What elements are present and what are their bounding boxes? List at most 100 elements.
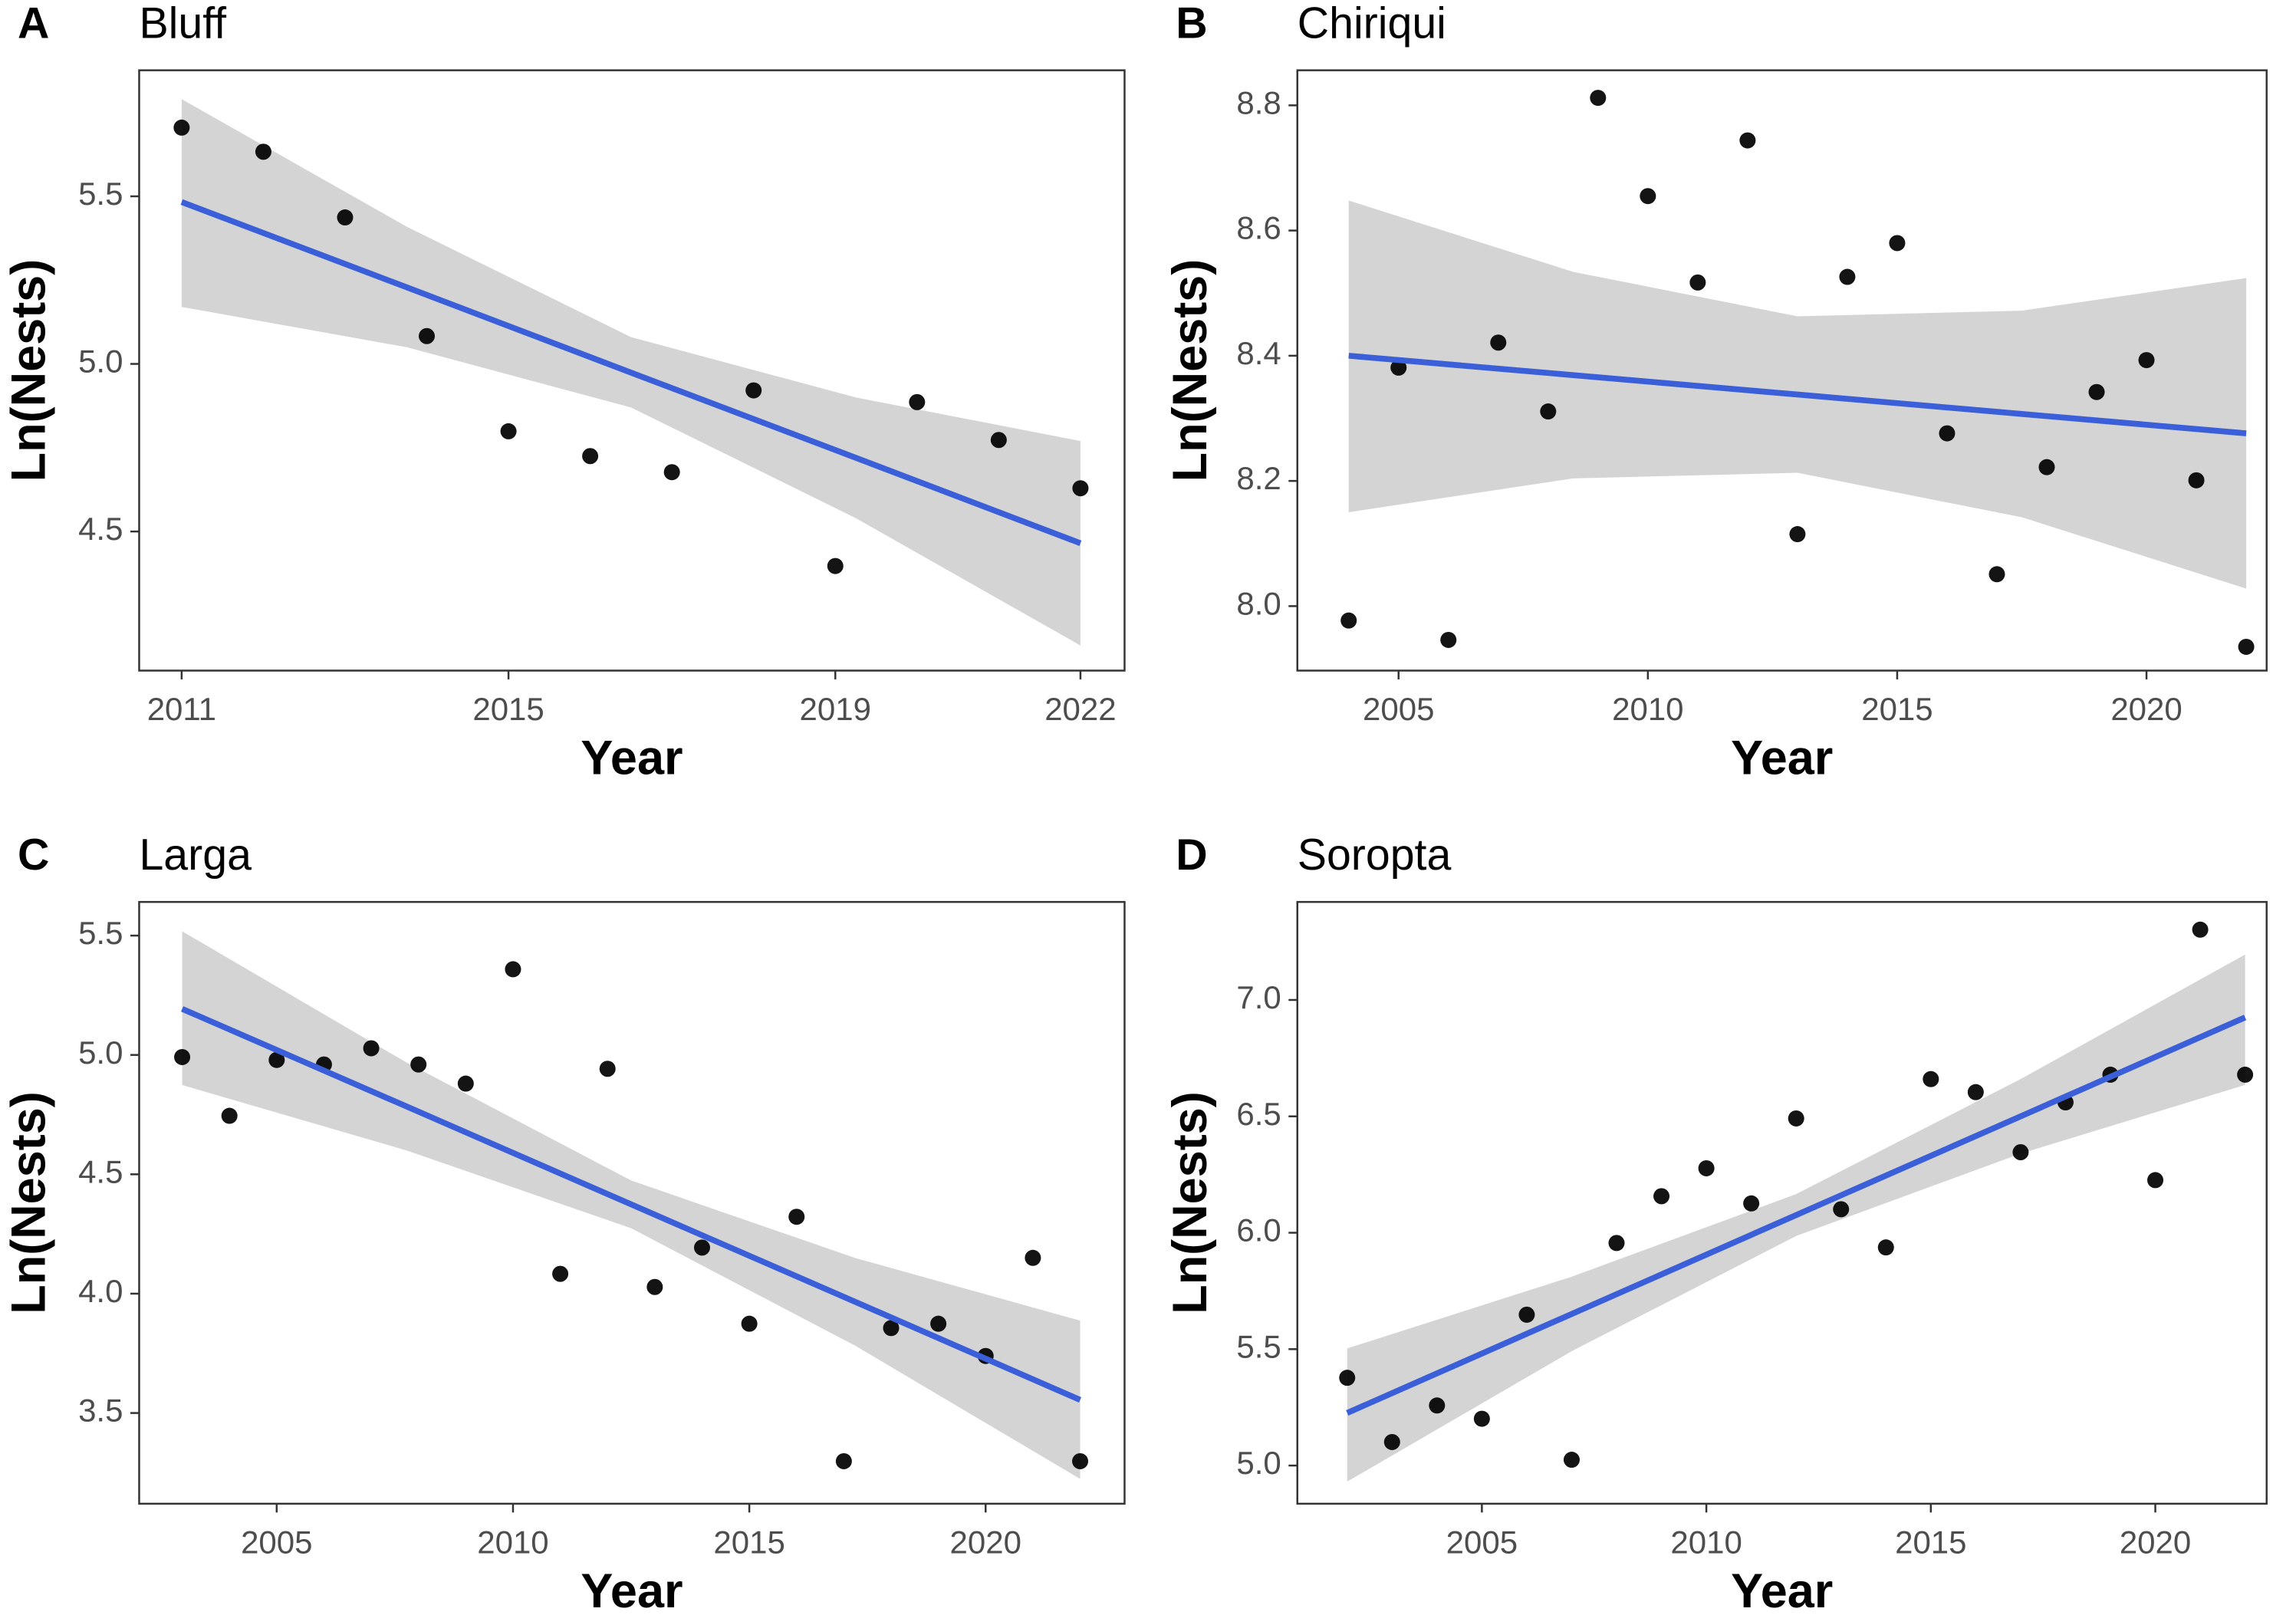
data-point [2192,921,2209,938]
panel: D Soropta 2005 2010 2015 2020 5.0 5.5 6.0 6.5 7.0 Y… [1163,831,2268,1615]
y-tick-label: 5.5 [78,915,123,951]
data-point [1383,1433,1400,1450]
data-point [1540,403,1557,420]
data-point [1072,480,1089,497]
data-point [1967,1084,1984,1100]
data-point [1590,90,1607,107]
plot-frame [138,69,1126,672]
x-tick-label: 2020 [2120,1524,2191,1560]
y-axis-title: Ln(Nests) [2,1091,56,1314]
x-axis-title: Year [1731,731,1833,784]
data-point [1340,612,1357,629]
data-point [410,1056,427,1073]
panel-letter: A [18,0,49,48]
x-axis-title: Year [1731,1564,1833,1615]
data-point [1988,566,2005,583]
data-point [255,143,271,160]
x-tick-label: 2010 [1670,1524,1742,1560]
y-axis-title: Ln(Nests) [1163,259,1217,482]
x-tick-label: 2010 [1612,691,1683,727]
data-point [1788,1110,1804,1127]
x-tick-label: 2005 [241,1524,312,1560]
y-tick-label: 3.5 [78,1393,123,1429]
x-tick-label: 2022 [1044,691,1116,727]
panel: C Larga 2005 2010 2015 2020 3.5 4.0 4.5 5.0 5.5 Yea… [2,831,1126,1615]
data-point [2188,472,2205,488]
y-tick-label: 8.0 [1236,585,1281,621]
x-tick-label: 2015 [713,1524,785,1560]
data-point [505,961,521,978]
data-point [2138,352,2155,369]
data-point [1390,359,1407,376]
data-point [174,1048,191,1065]
data-point [835,1452,852,1469]
data-point [1653,1188,1670,1205]
panel-title: Larga [139,831,252,880]
data-point [1698,1159,1715,1176]
data-point [1789,526,1806,543]
y-tick-label: 4.0 [78,1273,123,1309]
panel-letter: B [1176,0,1207,48]
data-point [1839,268,1856,285]
data-point [827,558,844,574]
data-point [337,209,354,226]
data-point [1739,132,1756,149]
fit-line [180,199,1082,546]
panel-title: Soropta [1298,831,1452,880]
data-point [930,1315,947,1332]
y-tick-label: 5.5 [78,176,123,212]
data-point [909,393,926,410]
panel: B Chiriqui 2005 2010 2015 2020 8.0 8.2 8.4 8.6 8.8… [1163,0,2268,784]
data-point [883,1320,900,1337]
data-point [1473,1410,1490,1427]
x-axis-title: Year [581,1564,683,1615]
data-point [1072,1452,1089,1469]
data-point [1429,1397,1446,1414]
data-point [221,1107,238,1124]
data-point [268,1051,285,1068]
data-point [1339,1370,1356,1386]
data-point [2147,1172,2164,1189]
data-point [1689,274,1706,291]
y-tick-label: 4.5 [78,1153,123,1189]
x-tick-label: 2005 [1446,1524,1518,1560]
plot-frame [138,900,1126,1505]
y-tick-label: 8.4 [1236,335,1281,371]
data-point [2237,1066,2254,1083]
data-point [457,1075,474,1092]
data-point [1025,1249,1041,1266]
data-point [1563,1452,1580,1469]
y-tick-label: 8.2 [1236,460,1281,496]
data-point [1440,631,1457,648]
y-tick-label: 5.0 [1236,1445,1281,1481]
y-tick-label: 6.0 [1236,1212,1281,1248]
x-tick-label: 2015 [1861,691,1933,727]
data-point [2012,1143,2029,1160]
x-tick-label: 2015 [472,691,544,727]
x-tick-label: 2015 [1895,1524,1966,1560]
data-point [500,423,517,439]
data-point [2088,383,2105,400]
x-tick-label: 2011 [147,691,216,727]
data-point [741,1315,758,1332]
y-tick-label: 6.5 [1236,1096,1281,1132]
data-point [552,1265,569,1282]
data-point [1640,188,1656,205]
data-point [1608,1235,1625,1252]
y-axis-title: Ln(Nests) [2,259,56,482]
y-tick-label: 5.0 [78,1034,123,1071]
y-axis-title: Ln(Nests) [1163,1091,1217,1314]
data-point [1833,1201,1850,1218]
data-point [1939,425,1956,442]
fit-line [181,1006,1082,1403]
panel: A Bluff 2011 2015 2019 2022 4.5 5.0 5.5 Year Ln(Ne… [2,0,1126,784]
panel-letter: C [18,831,49,880]
panel-title: Chiriqui [1298,0,1446,48]
x-tick-label: 2010 [477,1524,548,1560]
data-point [663,464,680,481]
data-point [599,1061,616,1077]
data-point [1518,1306,1535,1323]
data-point [582,448,599,465]
data-point [173,119,190,136]
